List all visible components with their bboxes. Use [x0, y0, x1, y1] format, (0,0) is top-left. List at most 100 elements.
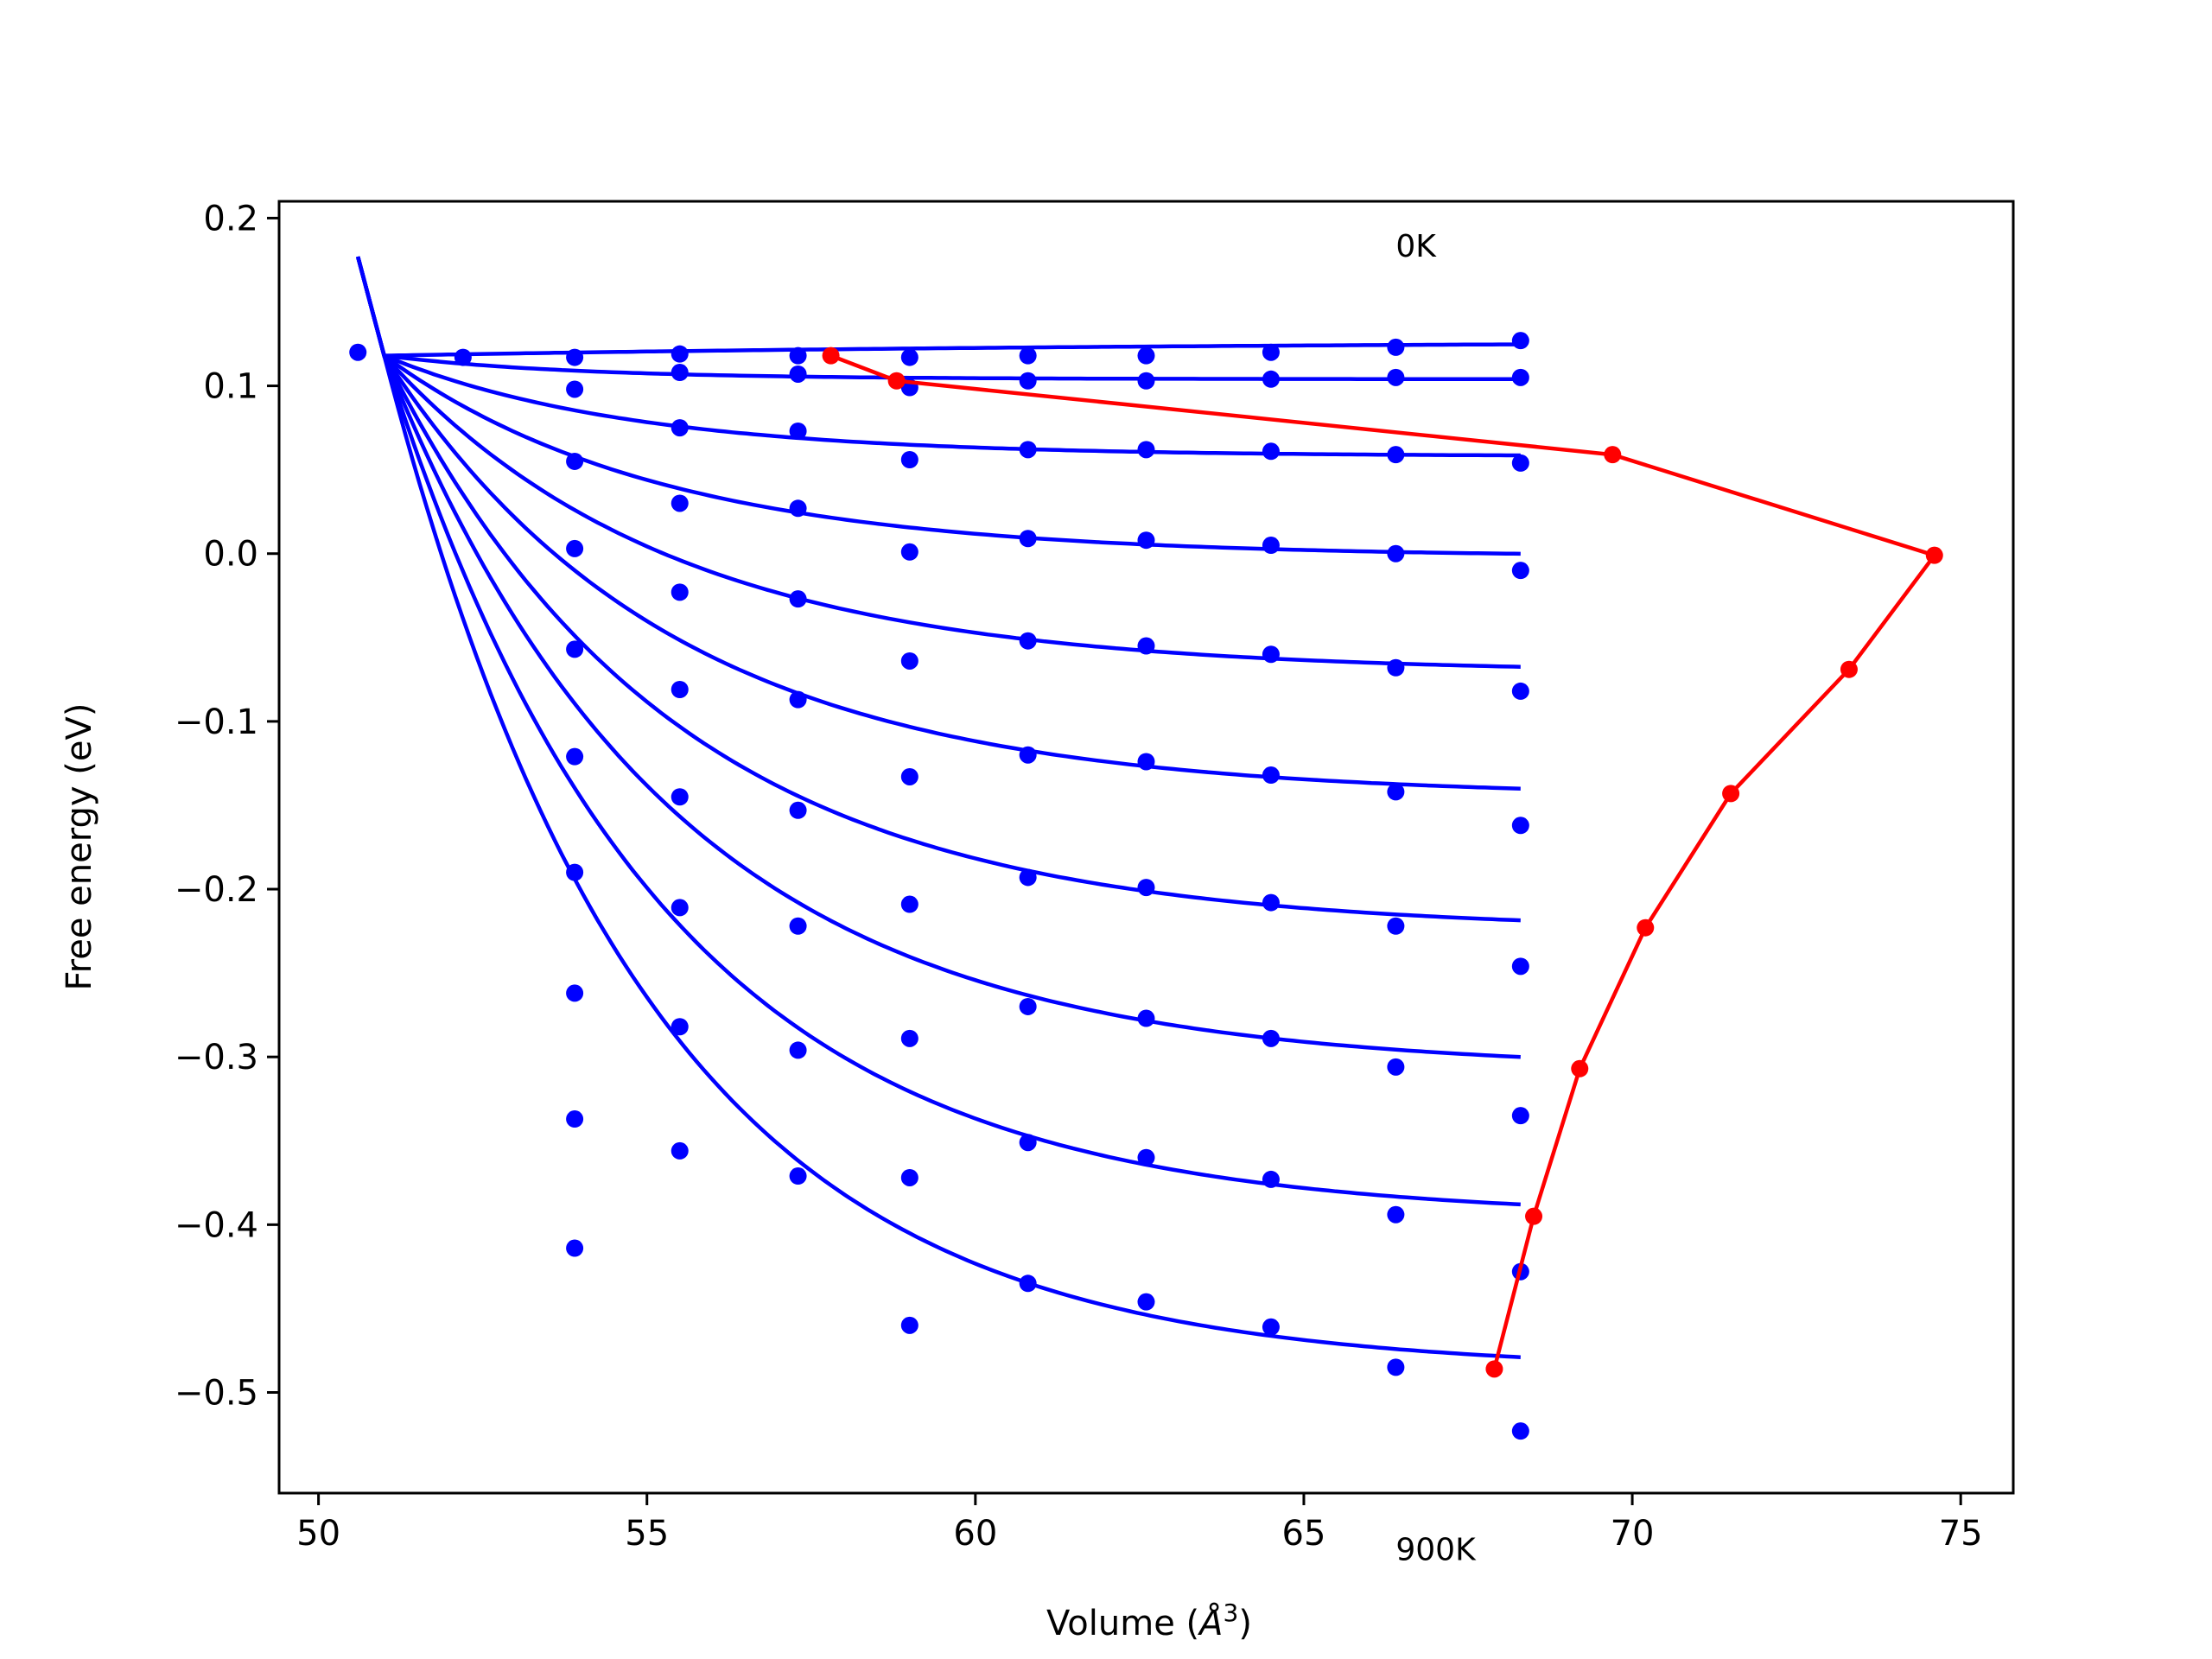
data-point [789, 1167, 807, 1185]
data-point [1019, 632, 1037, 650]
minimum-point [1525, 1207, 1543, 1225]
data-point [1511, 817, 1529, 835]
axes-frame [277, 200, 2015, 1495]
y-tick-label: −0.2 [175, 870, 258, 910]
data-point [1511, 682, 1529, 700]
y-tick-label: 0.2 [203, 199, 258, 238]
y-axis: 0.2 0.1 0.0 −0.1 −0.2 −0.3 −0.4 −0.5 [175, 199, 279, 1414]
data-point [566, 380, 584, 398]
data-point [454, 348, 472, 366]
data-point [1137, 372, 1155, 390]
data-point [900, 451, 918, 468]
data-point [1387, 1358, 1405, 1376]
x-tick-label: 55 [625, 1514, 669, 1554]
data-point [789, 499, 807, 518]
data-point [1262, 1170, 1280, 1188]
data-point [1137, 637, 1155, 655]
data-point [1511, 454, 1529, 472]
data-point [789, 917, 807, 935]
data-point [789, 365, 807, 383]
data-point [1137, 1009, 1155, 1027]
data-point [1137, 531, 1155, 550]
data-point [900, 652, 918, 670]
fit-curve [356, 256, 1521, 556]
data-point [1262, 1029, 1280, 1047]
data-point [1019, 1274, 1037, 1293]
data-point [671, 364, 689, 382]
minimum-path-line [830, 353, 1938, 1370]
data-point [900, 1316, 918, 1334]
minimum-point [1840, 660, 1858, 678]
data-point [1137, 346, 1155, 365]
fit-curve [356, 256, 1521, 458]
data-point [566, 1110, 584, 1128]
data-point [566, 452, 584, 470]
data-point [566, 348, 584, 366]
data-point [789, 422, 807, 440]
fit-curve [356, 256, 1521, 669]
data-point [789, 346, 807, 365]
data-point [1262, 442, 1280, 461]
data-point [900, 895, 918, 913]
x-tick-label: 50 [296, 1514, 340, 1554]
data-point [671, 583, 689, 601]
minimum-point [1604, 446, 1622, 464]
data-point [1137, 441, 1155, 459]
y-tick-label: −0.5 [175, 1374, 258, 1414]
data-point [349, 343, 367, 361]
data-point [1262, 370, 1280, 388]
minimum-point [1925, 546, 1943, 564]
data-point [1262, 893, 1280, 912]
data-point [566, 640, 584, 658]
data-point [671, 1141, 689, 1160]
x-tick-label: 75 [1939, 1514, 1983, 1554]
temperature-annotation: 0K [1395, 229, 1437, 264]
data-point [1137, 879, 1155, 897]
data-point [1511, 332, 1529, 350]
minimum-point [1571, 1059, 1589, 1077]
data-point [671, 788, 689, 806]
fit-curve [356, 256, 1521, 381]
data-point [1387, 783, 1405, 801]
fit-curve [356, 256, 1521, 923]
minimum-point [1637, 918, 1655, 937]
data-point [1511, 562, 1529, 580]
data-point [1387, 544, 1405, 563]
minimum-point [1722, 785, 1740, 803]
data-point [566, 863, 584, 881]
data-point [789, 690, 807, 709]
data-point [1387, 917, 1405, 935]
data-point [566, 1239, 584, 1257]
data-point [1387, 338, 1405, 356]
data-point [1019, 1134, 1037, 1152]
data-point [1387, 368, 1405, 386]
x-tick-label: 70 [1611, 1514, 1655, 1554]
data-point [1262, 537, 1280, 555]
data-point [1262, 645, 1280, 664]
data-point [1387, 446, 1405, 464]
data-point [1019, 441, 1037, 459]
data-point [671, 1018, 689, 1036]
minimum-point [887, 372, 906, 390]
data-point [900, 1168, 918, 1186]
x-axis: 50 55 60 65 70 75 [296, 1493, 1983, 1554]
data-point [1387, 658, 1405, 677]
data-point [1511, 957, 1529, 976]
data-point [566, 539, 584, 557]
fit-curve [356, 256, 1521, 1359]
data-point [900, 543, 918, 561]
data-point [900, 348, 918, 366]
data-point [566, 747, 584, 766]
data-point [671, 899, 689, 917]
minimum-point [822, 346, 840, 365]
x-tick-label: 60 [953, 1514, 997, 1554]
data-point [1019, 530, 1037, 548]
y-tick-label: −0.3 [175, 1038, 258, 1077]
data-point [789, 590, 807, 608]
temperature-annotation: 900K [1395, 1533, 1477, 1568]
data-point [1019, 997, 1037, 1015]
fit-curve [356, 256, 1521, 791]
data-point [1019, 346, 1037, 365]
y-tick-label: 0.0 [203, 535, 258, 575]
